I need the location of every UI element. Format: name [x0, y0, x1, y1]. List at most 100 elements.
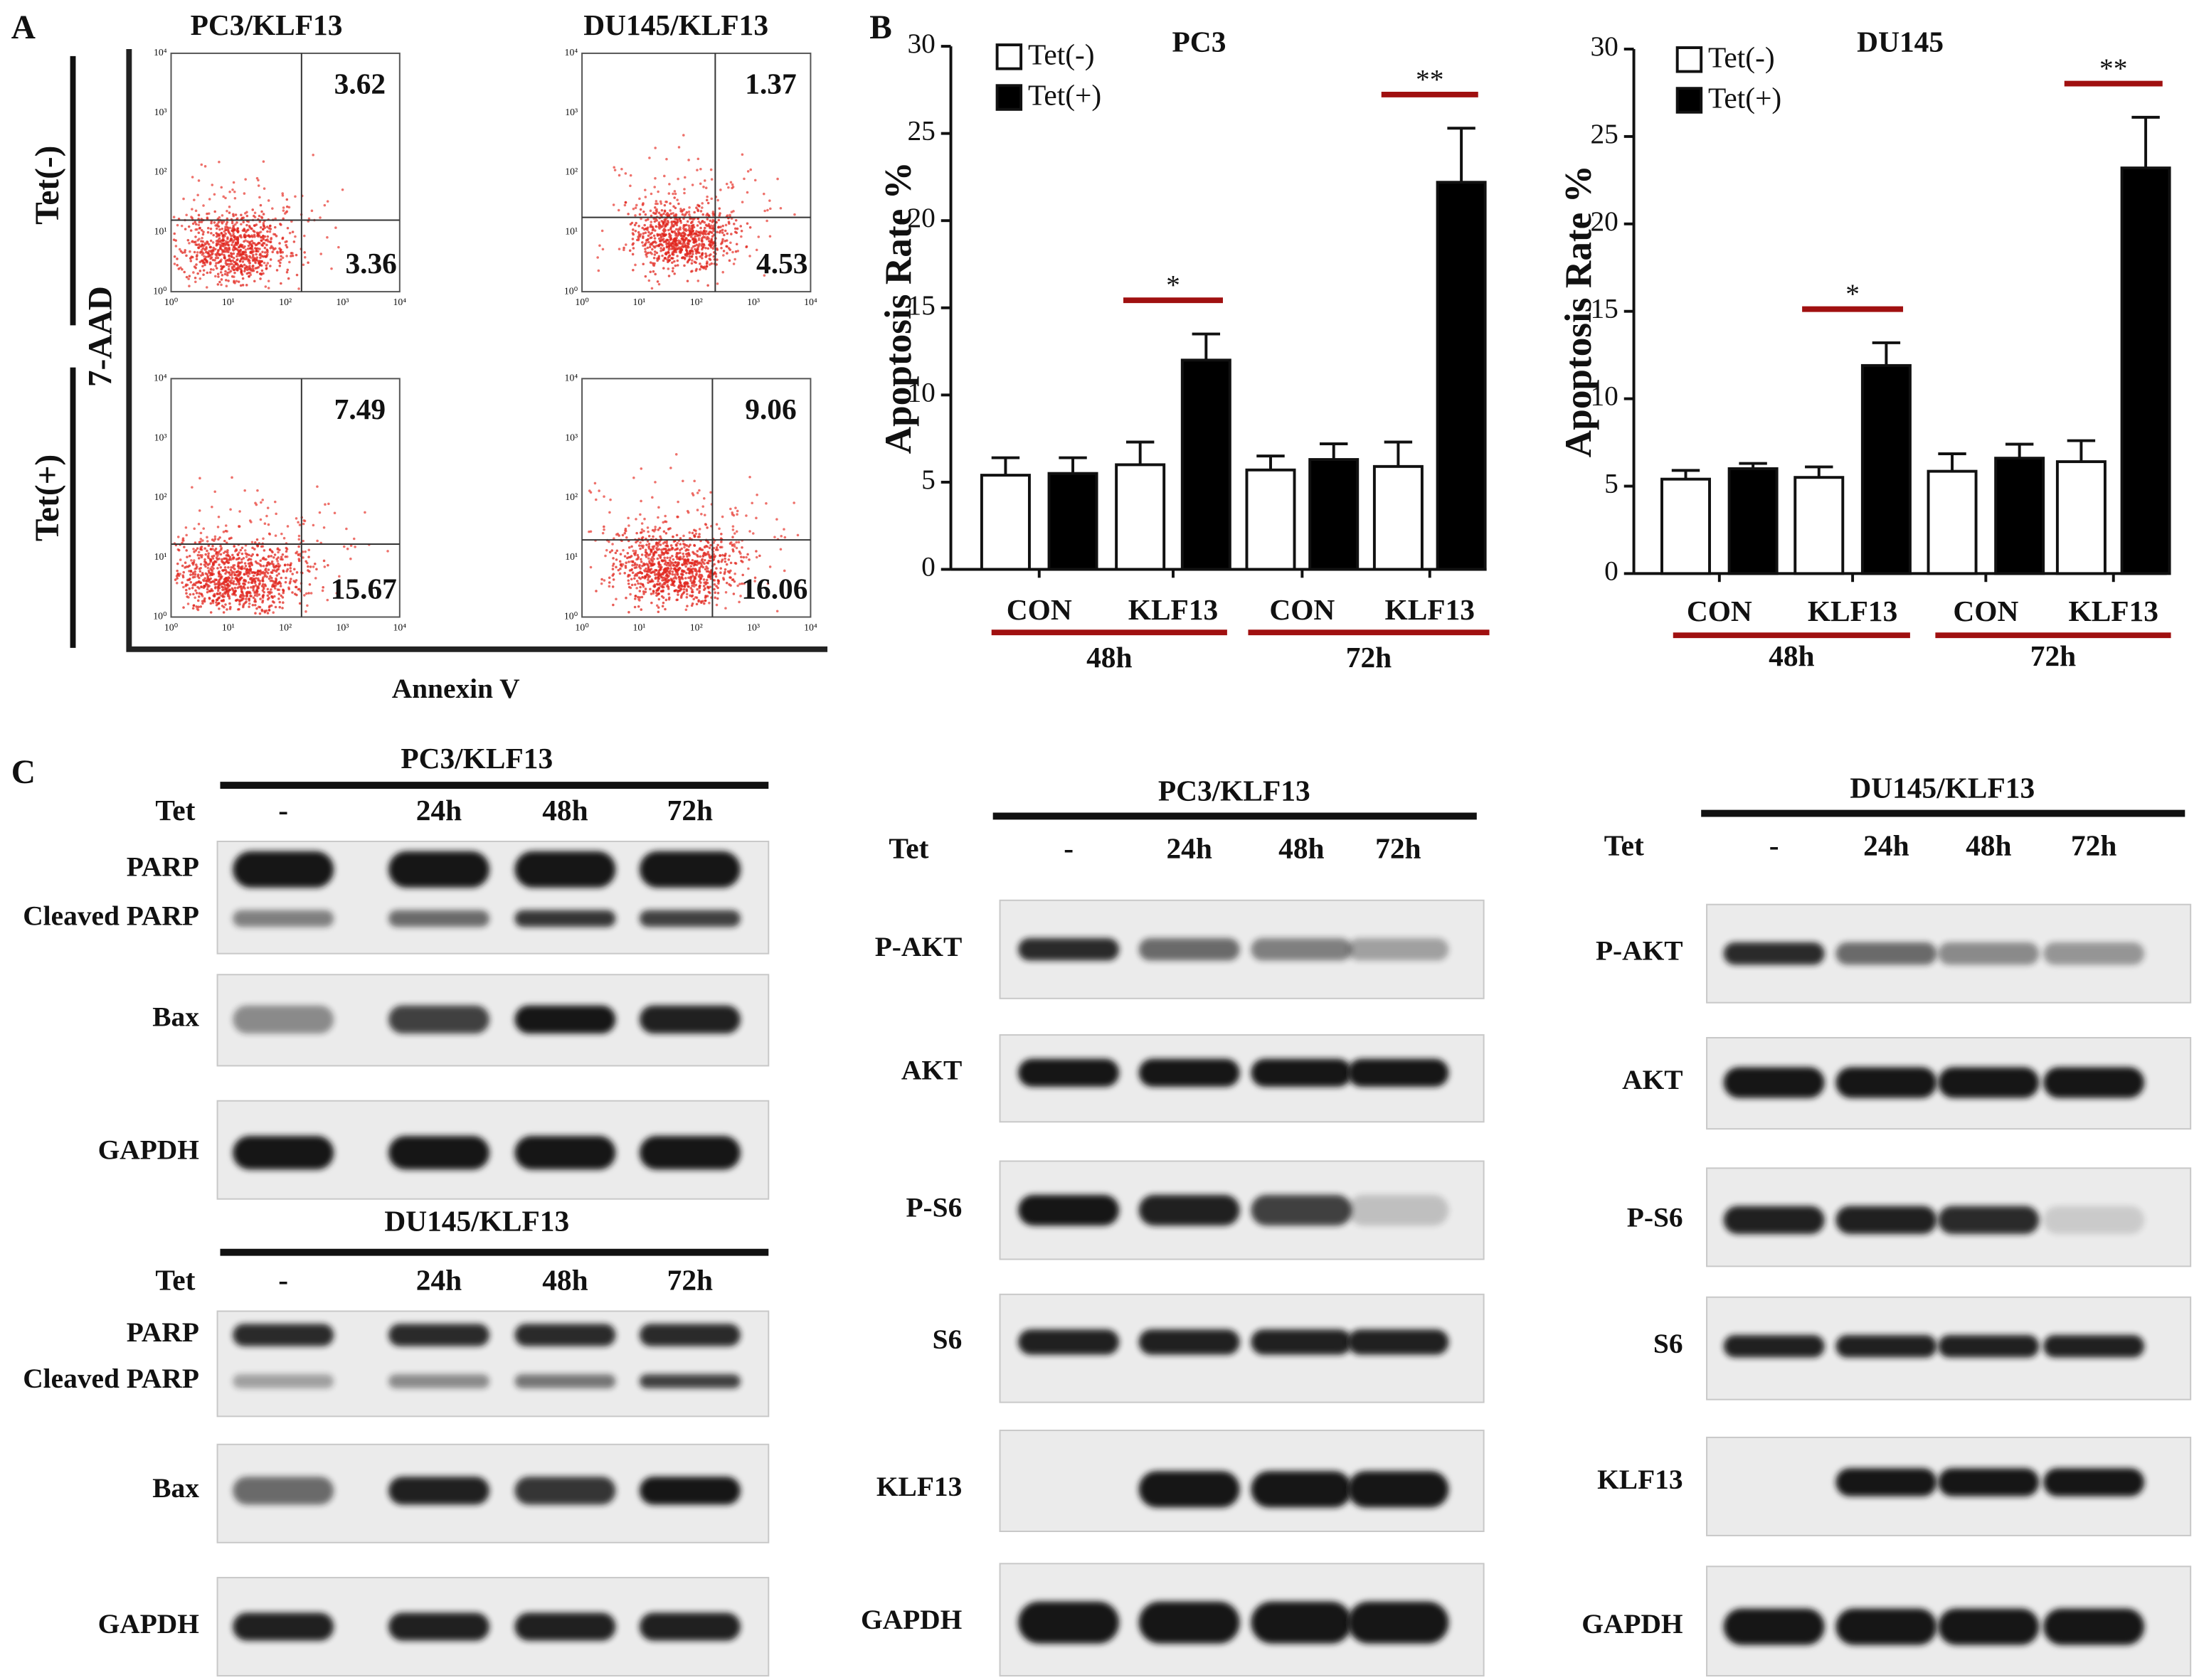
- event-dot: [720, 541, 723, 543]
- event-dot: [226, 209, 228, 213]
- band: [514, 1612, 616, 1641]
- event-dot: [216, 587, 220, 590]
- event-dot: [260, 235, 263, 239]
- x-tick-label: KLF13: [1808, 595, 1897, 627]
- band-label: Bax: [152, 1001, 199, 1032]
- event-dot: [282, 536, 286, 540]
- event-dot: [666, 561, 669, 565]
- event-dot: [252, 589, 255, 592]
- event-dot: [676, 198, 679, 201]
- event-dot: [674, 250, 678, 254]
- band-label: GAPDH: [98, 1134, 199, 1166]
- band-label: PARP: [127, 851, 199, 882]
- event-dot: [701, 240, 704, 243]
- event-dot: [633, 577, 636, 580]
- event-dot: [188, 275, 191, 277]
- event-dot: [249, 256, 252, 259]
- event-dot: [694, 583, 698, 587]
- event-dot: [665, 577, 668, 580]
- event-dot: [695, 596, 699, 600]
- event-dot: [595, 498, 598, 501]
- event-dot: [199, 605, 203, 608]
- event-dot: [741, 546, 743, 549]
- event-dot: [274, 247, 277, 250]
- event-dot: [639, 208, 642, 211]
- event-dot: [223, 230, 226, 233]
- event-dot: [600, 578, 603, 581]
- event-dot: [689, 239, 692, 243]
- event-dot: [706, 260, 709, 263]
- band: [1018, 1329, 1120, 1355]
- event-dot: [295, 551, 299, 553]
- event-dot: [195, 223, 198, 226]
- y-tick-label: 10³: [154, 432, 167, 442]
- event-dot: [214, 265, 217, 267]
- event-dot: [238, 602, 241, 606]
- event-dot: [644, 275, 647, 278]
- y-tick-label: 10⁰: [153, 285, 167, 296]
- event-dot: [256, 545, 259, 548]
- event-dot: [692, 597, 695, 601]
- event-dot: [716, 597, 719, 600]
- event-dot: [290, 562, 292, 565]
- event-dot: [692, 245, 695, 248]
- event-dot: [290, 255, 292, 257]
- event-dot: [680, 234, 683, 238]
- event-dot: [669, 243, 673, 247]
- bar: [1660, 477, 1711, 575]
- event-dot: [201, 572, 204, 575]
- event-dot: [386, 550, 389, 553]
- event-dot: [649, 209, 652, 213]
- event-dot: [289, 580, 292, 583]
- band: [1251, 1471, 1352, 1508]
- event-dot: [238, 599, 241, 602]
- event-dot: [661, 254, 664, 257]
- event-dot: [632, 233, 635, 236]
- event-dot: [701, 257, 704, 260]
- lane-label: 48h: [1278, 831, 1324, 864]
- event-dot: [669, 569, 672, 573]
- event-dot: [185, 549, 188, 552]
- event-dot: [669, 572, 672, 575]
- event-dot: [766, 582, 770, 585]
- event-dot: [183, 546, 186, 548]
- event-dot: [649, 270, 652, 274]
- band: [1018, 1194, 1120, 1226]
- event-dot: [277, 573, 280, 575]
- event-dot: [267, 561, 270, 564]
- event-dot: [186, 555, 189, 558]
- event-dot: [667, 588, 670, 590]
- event-dot: [647, 557, 650, 560]
- event-dot: [696, 491, 699, 494]
- event-dot: [678, 558, 682, 561]
- event-dot: [282, 209, 285, 212]
- event-dot: [647, 279, 651, 282]
- event-dot: [202, 273, 205, 277]
- event-dot: [309, 592, 313, 595]
- event-dot: [273, 595, 276, 598]
- event-dot: [281, 194, 285, 197]
- event-dot: [697, 237, 701, 240]
- band: [2043, 1608, 2145, 1645]
- event-dot: [235, 280, 238, 283]
- event-dot: [650, 287, 654, 290]
- band: [1723, 1608, 1825, 1645]
- event-dot: [228, 573, 232, 576]
- event-dot: [704, 236, 706, 239]
- event-dot: [209, 577, 213, 580]
- event-dot: [221, 274, 224, 277]
- event-dot: [615, 565, 618, 569]
- event-dot: [204, 583, 208, 586]
- event-dot: [244, 564, 248, 568]
- event-dot: [233, 197, 237, 200]
- event-dot: [666, 583, 669, 587]
- event-dot: [683, 563, 686, 566]
- event-dot: [252, 585, 255, 588]
- event-dot: [210, 250, 213, 254]
- event-dot: [201, 247, 205, 250]
- event-dot: [706, 561, 709, 565]
- event-dot: [745, 555, 748, 559]
- event-dot: [733, 573, 736, 575]
- column-title: DU145/KLF13: [583, 9, 768, 41]
- event-dot: [209, 239, 213, 243]
